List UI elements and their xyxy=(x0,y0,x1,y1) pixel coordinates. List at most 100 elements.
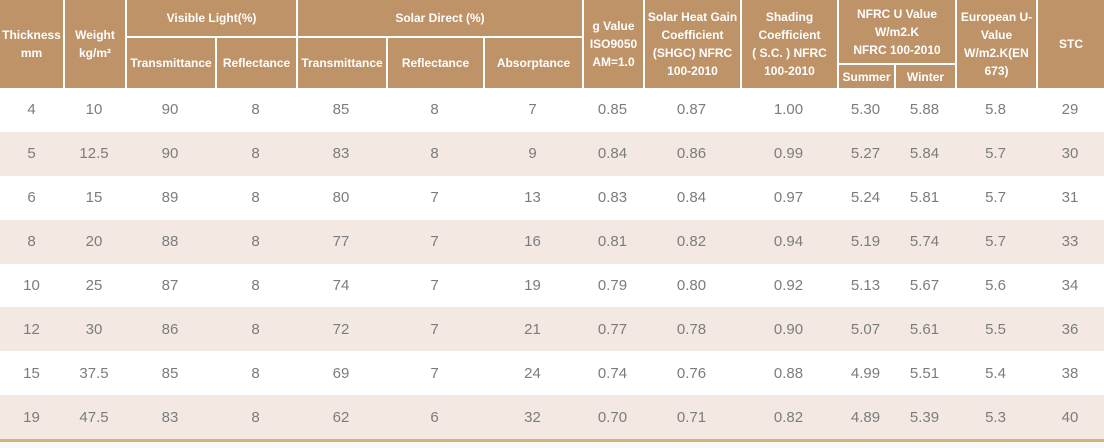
table-cell-solar_direct_transmittance: 77 xyxy=(332,233,350,251)
table-cell-nfrc_u_winter: 5.51 xyxy=(909,364,940,382)
table-row: 8 20 88 8 77 7 16 0.81 0.82 0.94 5.19 5.74 5.7 33 xyxy=(0,219,1104,264)
table-cell-stc: 29 xyxy=(1061,101,1079,119)
header-solar-direct-reflectance: Reflectance xyxy=(386,38,483,88)
table-row: 19 47.5 83 8 62 6 32 0.70 0.71 0.82 4.89 5.39 5.3 40 xyxy=(0,395,1104,439)
table-cell-visible_light_transmittance: 85 xyxy=(161,364,179,382)
table-row: 10 25 87 8 74 7 19 0.79 0.80 0.92 5.13 5.67 5.6 34 xyxy=(0,263,1104,308)
table-cell-nfrc_u_summer: 5.19 xyxy=(850,233,881,251)
header-stc: STC xyxy=(1036,0,1104,88)
table-cell-stc: 38 xyxy=(1061,364,1079,382)
table-cell-solar_direct_transmittance: 72 xyxy=(332,320,350,338)
table-cell-solar_direct_absorptance: 9 xyxy=(528,145,537,163)
table-cell-shgc: 0.86 xyxy=(676,145,707,163)
table-row: 5 12.5 90 8 83 8 9 0.84 0.86 0.99 5.27 5.84 5.7 30 xyxy=(0,131,1104,176)
header-nfrc-winter: Winter xyxy=(894,65,955,88)
table-cell-shading_coefficient: 0.88 xyxy=(773,364,804,382)
table-cell-visible_light_transmittance: 86 xyxy=(161,320,179,338)
header-visible-light-group: Visible Light(%) xyxy=(125,0,296,38)
table-cell-g_value: 0.85 xyxy=(597,101,628,119)
header-weight: Weight kg/m² xyxy=(63,0,125,88)
table-cell-solar_direct_reflectance: 7 xyxy=(430,276,439,294)
header-nfrc-summer: Summer xyxy=(837,65,894,88)
header-visible-light-transmittance: Transmittance xyxy=(125,38,215,88)
table-cell-thickness_mm: 8 xyxy=(27,233,36,251)
table-cell-visible_light_transmittance: 83 xyxy=(161,408,179,426)
table-row: 6 15 89 8 80 7 13 0.83 0.84 0.97 5.24 5.81 5.7 31 xyxy=(0,175,1104,220)
header-shgc: Solar Heat Gain Coefficient (SHGC) NFRC … xyxy=(643,0,740,88)
table-cell-european_u_value: 5.7 xyxy=(985,189,1006,207)
header-g-value: g Value ISO9050 AM=1.0 xyxy=(582,0,643,88)
table-cell-solar_direct_reflectance: 7 xyxy=(430,364,439,382)
table-cell-visible_light_transmittance: 88 xyxy=(161,233,179,251)
table-cell-shgc: 0.71 xyxy=(676,408,707,426)
table-cell-thickness_mm: 4 xyxy=(27,101,36,119)
table-cell-weight_kg_m2: 10 xyxy=(85,101,103,119)
table-cell-nfrc_u_winter: 5.74 xyxy=(909,233,940,251)
table-cell-solar_direct_reflectance: 8 xyxy=(430,145,439,163)
table-bottom-border xyxy=(0,439,1104,442)
table-cell-solar_direct_absorptance: 24 xyxy=(524,364,541,382)
table-cell-solar_direct_absorptance: 16 xyxy=(524,233,541,251)
page-background xyxy=(0,442,1104,448)
table-cell-g_value: 0.74 xyxy=(597,364,628,382)
table-cell-visible_light_reflectance: 8 xyxy=(251,101,260,119)
table-cell-shgc: 0.84 xyxy=(676,189,707,207)
table-cell-nfrc_u_winter: 5.81 xyxy=(909,189,940,207)
table-cell-weight_kg_m2: 15 xyxy=(85,189,103,207)
header-european-u-value: European U- Value W/m2.K(EN 673) xyxy=(955,0,1036,88)
table-cell-solar_direct_transmittance: 85 xyxy=(332,101,350,119)
table-cell-stc: 36 xyxy=(1061,320,1079,338)
header-shading-coefficient: Shading Coefficient ( S.C. ) NFRC 100-20… xyxy=(740,0,837,88)
table-cell-solar_direct_transmittance: 69 xyxy=(332,364,350,382)
table-cell-shading_coefficient: 0.94 xyxy=(773,233,804,251)
table-cell-european_u_value: 5.5 xyxy=(985,320,1006,338)
table-cell-european_u_value: 5.7 xyxy=(985,233,1006,251)
table-cell-thickness_mm: 12 xyxy=(23,320,40,338)
table-cell-g_value: 0.79 xyxy=(597,276,628,294)
table-cell-weight_kg_m2: 12.5 xyxy=(79,145,109,163)
table-cell-european_u_value: 5.3 xyxy=(985,408,1006,426)
table-cell-nfrc_u_winter: 5.61 xyxy=(909,320,940,338)
table-cell-shading_coefficient: 0.99 xyxy=(773,145,804,163)
table-cell-nfrc_u_summer: 5.24 xyxy=(850,189,881,207)
table-row: 12 30 86 8 72 7 21 0.77 0.78 0.90 5.07 5.61 5.5 36 xyxy=(0,307,1104,352)
table-cell-stc: 33 xyxy=(1061,233,1079,251)
table-header: Thickness mm Weight kg/m² Visible Light(… xyxy=(0,0,1104,88)
table-cell-european_u_value: 5.4 xyxy=(985,364,1006,382)
table-cell-nfrc_u_summer: 5.30 xyxy=(850,101,881,119)
table-cell-european_u_value: 5.8 xyxy=(985,101,1006,119)
table-cell-visible_light_reflectance: 8 xyxy=(251,408,260,426)
table-row: 4 10 90 8 85 8 7 0.85 0.87 1.00 5.30 5.88 5.8 29 xyxy=(0,88,1104,132)
table-cell-thickness_mm: 15 xyxy=(23,364,40,382)
table-cell-nfrc_u_summer: 4.99 xyxy=(850,364,881,382)
header-solar-direct-transmittance: Transmittance xyxy=(296,38,386,88)
table-cell-weight_kg_m2: 20 xyxy=(85,233,103,251)
header-solar-direct-group: Solar Direct (%) xyxy=(296,0,582,38)
table-cell-shading_coefficient: 0.92 xyxy=(773,276,804,294)
table-cell-stc: 31 xyxy=(1061,189,1079,207)
table-cell-shgc: 0.87 xyxy=(676,101,707,119)
table-cell-visible_light_transmittance: 90 xyxy=(161,145,179,163)
table-cell-shading_coefficient: 0.97 xyxy=(773,189,804,207)
table-cell-shading_coefficient: 0.82 xyxy=(773,408,804,426)
table-cell-g_value: 0.81 xyxy=(597,233,628,251)
table-cell-visible_light_reflectance: 8 xyxy=(251,233,260,251)
table-cell-solar_direct_absorptance: 32 xyxy=(524,408,541,426)
table-cell-visible_light_transmittance: 90 xyxy=(161,101,179,119)
table-cell-solar_direct_transmittance: 80 xyxy=(332,189,350,207)
header-solar-direct-absorptance: Absorptance xyxy=(483,38,582,88)
table-body: 4 10 90 8 85 8 7 0.85 0.87 1.00 5.30 5.88 5.8 29 5 12.5… xyxy=(0,88,1104,439)
table-cell-solar_direct_reflectance: 7 xyxy=(430,320,439,338)
header-thickness: Thickness mm xyxy=(2,28,61,60)
table-cell-stc: 30 xyxy=(1061,145,1079,163)
table-cell-solar_direct_reflectance: 7 xyxy=(430,233,439,251)
table-cell-solar_direct_reflectance: 6 xyxy=(430,408,439,426)
table-cell-thickness_mm: 6 xyxy=(27,189,36,207)
table-cell-nfrc_u_winter: 5.84 xyxy=(909,145,940,163)
table-cell-thickness_mm: 5 xyxy=(27,145,36,163)
table-cell-g_value: 0.70 xyxy=(597,408,628,426)
table-cell-nfrc_u_summer: 5.13 xyxy=(850,276,881,294)
header-visible-light-reflectance: Reflectance xyxy=(215,38,296,88)
table-cell-nfrc_u_winter: 5.67 xyxy=(909,276,940,294)
table-cell-visible_light_reflectance: 8 xyxy=(251,145,260,163)
